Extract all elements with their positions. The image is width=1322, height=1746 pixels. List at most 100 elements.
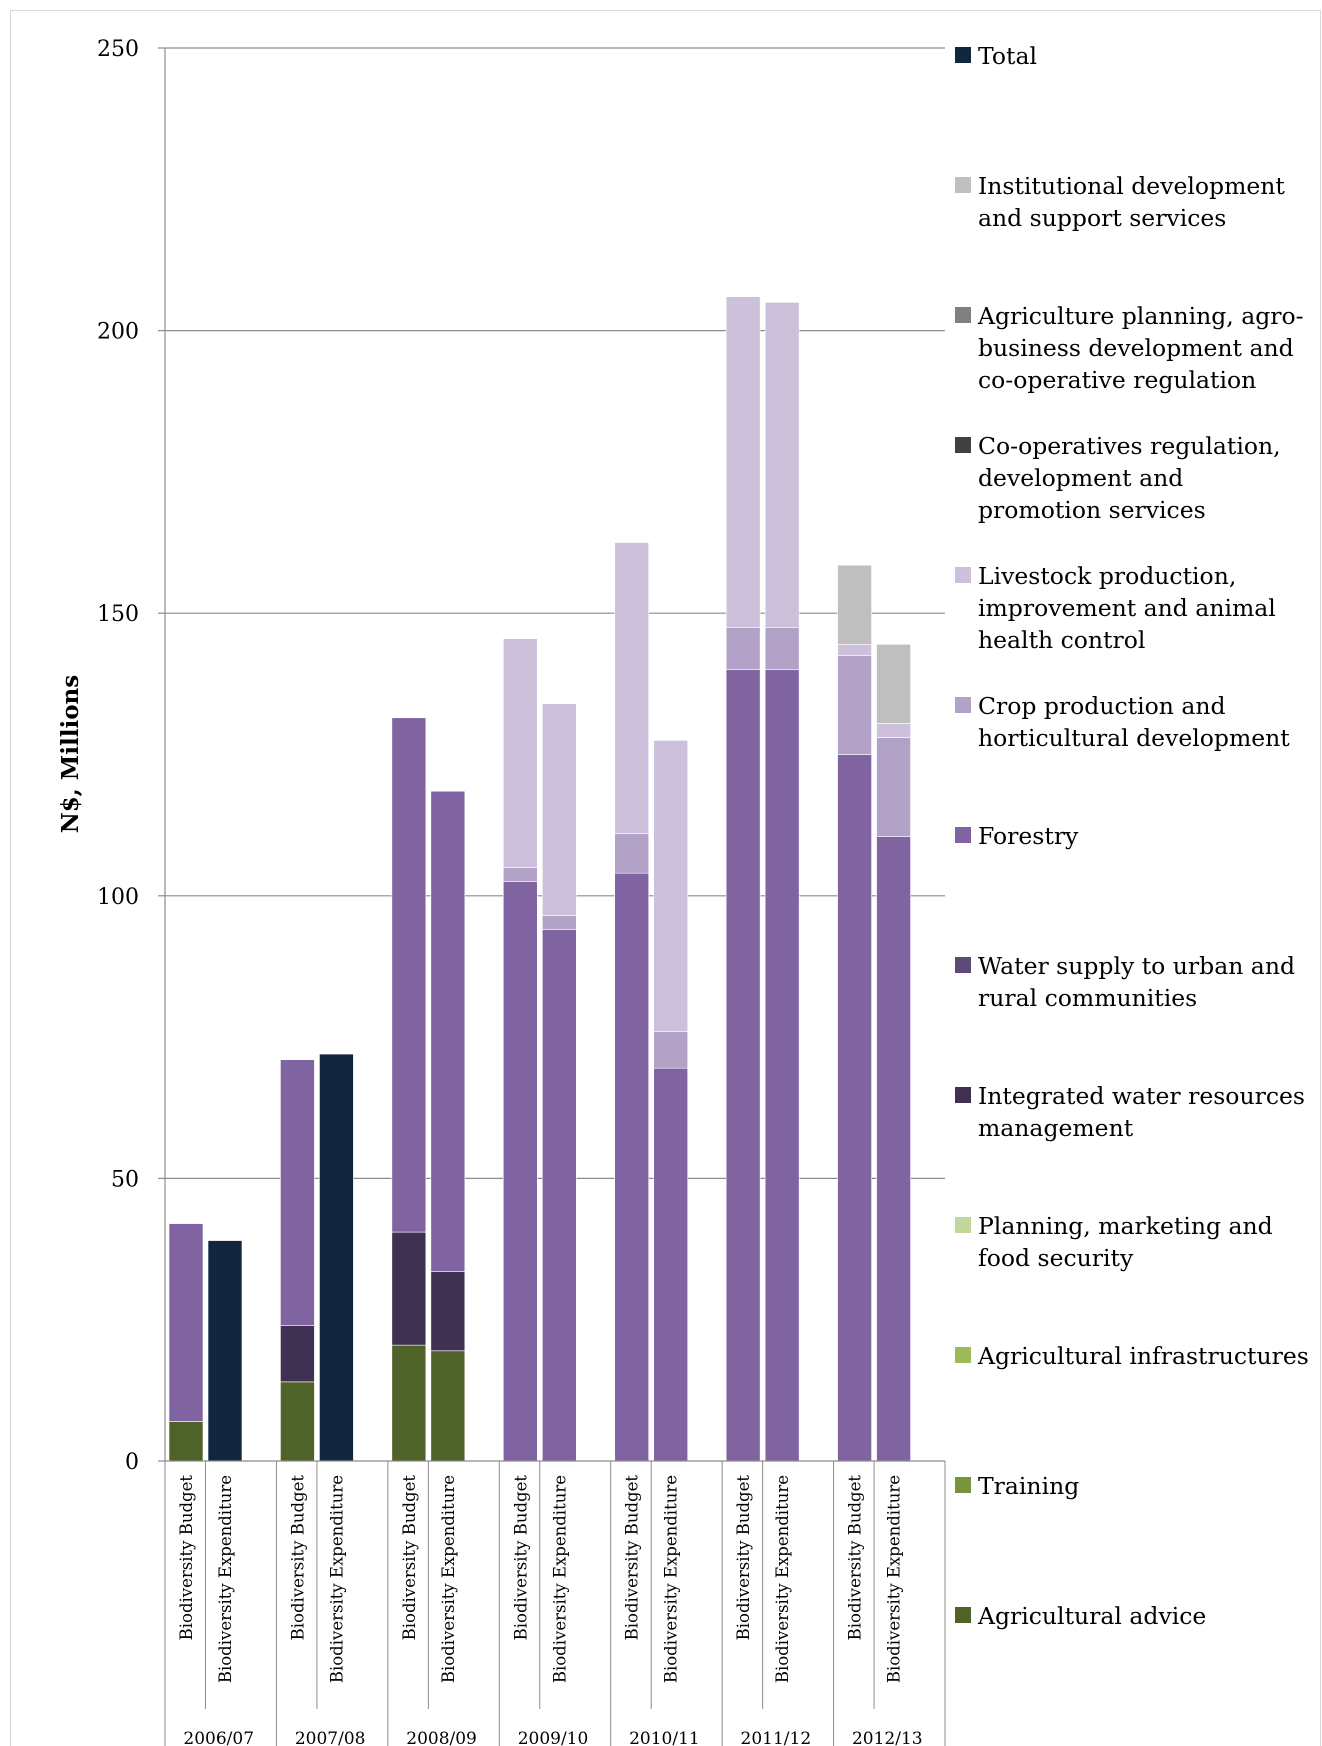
category-label: Biodiversity Expenditure	[773, 1475, 792, 1683]
y-axis-label: N$, Millions	[57, 675, 84, 833]
legend-label: Forestry	[978, 822, 1079, 850]
y-tick-label: 150	[97, 602, 139, 627]
category-label: Biodiversity Budget	[734, 1475, 753, 1641]
legend-label: health control	[978, 626, 1145, 654]
legend-label: Agricultural infrastructures	[977, 1342, 1309, 1370]
bar-segment	[280, 1059, 315, 1326]
bar-segment	[614, 872, 650, 1462]
bar-segment	[207, 1240, 243, 1462]
bar-segment	[876, 737, 911, 837]
bar-segment	[837, 754, 872, 1462]
bar-segment	[614, 833, 650, 874]
group-label: 2011/12	[741, 1729, 812, 1746]
bar-segment	[725, 669, 761, 1462]
category-label: Biodiversity Expenditure	[327, 1475, 346, 1683]
y-tick-label: 200	[97, 320, 139, 345]
y-tick-label: 250	[97, 37, 139, 62]
legend-label: Training	[978, 1472, 1079, 1500]
legend-swatch	[955, 1607, 971, 1623]
legend-swatch	[955, 1347, 971, 1363]
group-label: 2008/09	[406, 1729, 477, 1746]
legend-label: improvement and animal	[978, 594, 1276, 622]
bar-segment	[541, 929, 577, 1462]
y-tick-label: 0	[125, 1450, 139, 1475]
group-label: 2010/11	[629, 1729, 700, 1746]
bar-segment	[280, 1381, 315, 1462]
legend-label: Co-operatives regulation,	[978, 432, 1281, 460]
legend-label: Integrated water resources	[978, 1082, 1305, 1110]
bar-segment	[502, 881, 538, 1462]
category-label: Biodiversity Budget	[400, 1475, 419, 1641]
legend-swatch	[955, 1087, 971, 1103]
labels-layer: 0 50 100 150 200 250 N$, Millions Biodiversity …	[57, 37, 923, 1746]
legend-swatch	[955, 177, 971, 193]
legend-swatch	[955, 567, 971, 583]
bar-segment	[502, 638, 538, 868]
bar-segment	[430, 1271, 466, 1352]
bar-segment	[725, 627, 761, 671]
group-label: 2006/07	[183, 1729, 254, 1746]
legend-label: Agriculture planning, agro-	[977, 302, 1304, 330]
legend-label: management	[978, 1114, 1134, 1142]
axes-layer	[158, 47, 946, 1746]
legend-label: rural communities	[978, 984, 1197, 1012]
category-label: Biodiversity Budget	[511, 1475, 530, 1641]
bar-segment	[653, 1031, 689, 1069]
bar-segment	[876, 836, 911, 1462]
legend-label: food security	[978, 1244, 1134, 1272]
legend-label: Crop production and	[978, 692, 1226, 720]
legend-label: development and	[978, 464, 1183, 492]
category-label: Biodiversity Budget	[623, 1475, 642, 1641]
legend-swatch	[955, 47, 971, 63]
bar-segment	[502, 867, 538, 882]
bar-segment	[391, 1344, 427, 1462]
category-label: Biodiversity Budget	[177, 1475, 196, 1641]
legend-label: promotion services	[978, 496, 1206, 524]
legend-label: Institutional development	[978, 172, 1285, 200]
frame-border	[10, 10, 1321, 1746]
bar-segment	[319, 1053, 354, 1462]
legend-label: Total	[978, 42, 1037, 70]
legend-swatch	[955, 957, 971, 973]
bar-segment	[725, 296, 761, 628]
category-label: Biodiversity Expenditure	[216, 1475, 235, 1683]
category-label: Biodiversity Expenditure	[439, 1475, 458, 1683]
bar-segment	[541, 703, 577, 916]
bar-segment	[837, 564, 872, 645]
bar-segment	[764, 627, 800, 671]
category-label: Biodiversity Budget	[846, 1475, 865, 1641]
category-label: Biodiversity Expenditure	[550, 1475, 569, 1683]
legend-label: co-operative regulation	[978, 366, 1256, 394]
bars-layer	[168, 296, 911, 1462]
legend-label: Water supply to urban and	[978, 952, 1295, 980]
legend-label: Planning, marketing and	[978, 1212, 1273, 1240]
bar-segment	[764, 669, 800, 1462]
legend: Total Institutional development and suppor…	[955, 42, 1309, 1630]
bar-segment	[837, 643, 872, 656]
legend-label: horticultural development	[978, 724, 1290, 752]
bar-segment	[168, 1223, 204, 1422]
legend-label: business development and	[978, 334, 1294, 362]
category-label: Biodiversity Budget	[288, 1475, 307, 1641]
legend-swatch	[955, 827, 971, 843]
bar-segment	[541, 915, 577, 931]
bar-segment	[391, 717, 427, 1233]
group-label: 2007/08	[295, 1729, 366, 1746]
legend-swatch	[955, 437, 971, 453]
bar-segment	[280, 1325, 315, 1383]
legend-label: and support services	[978, 204, 1226, 232]
legend-swatch	[955, 307, 971, 323]
bar-segment	[614, 542, 650, 834]
legend-label: Livestock production,	[978, 562, 1236, 590]
category-label: Biodiversity Expenditure	[885, 1475, 904, 1683]
legend-label: Agricultural advice	[977, 1602, 1206, 1630]
bar-segment	[837, 655, 872, 755]
bar-segment	[876, 643, 911, 724]
bar-segment	[430, 790, 466, 1272]
bar-segment	[876, 723, 911, 738]
bar-segment	[430, 1350, 466, 1462]
legend-swatch	[955, 697, 971, 713]
bar-segment	[653, 1067, 689, 1462]
